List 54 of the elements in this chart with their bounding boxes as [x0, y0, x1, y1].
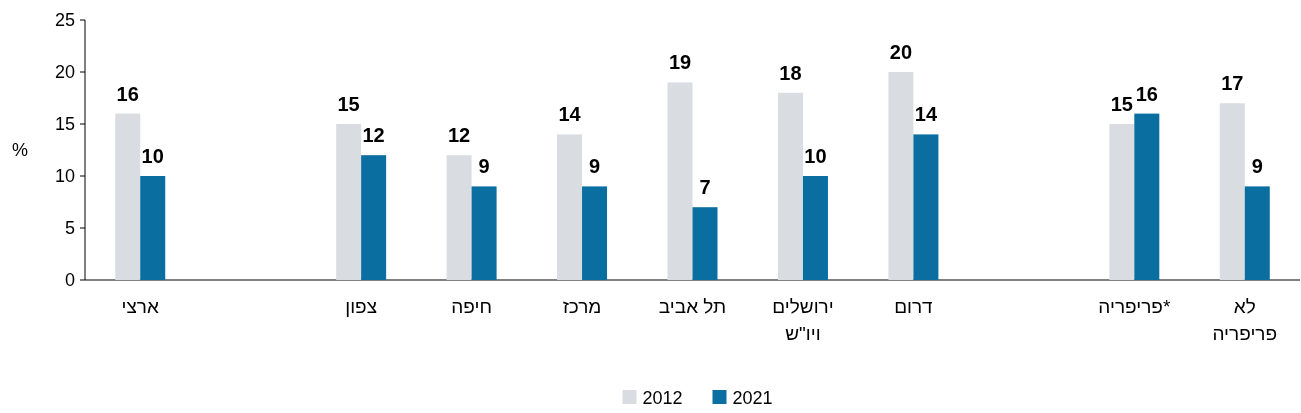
- data-label: 10: [804, 145, 827, 167]
- data-label: 12: [447, 124, 471, 147]
- data-label: 14: [914, 103, 938, 126]
- bar: [336, 124, 362, 280]
- bar: [361, 155, 387, 280]
- data-label: 18: [779, 61, 802, 84]
- bar: [777, 92, 803, 280]
- bar: [140, 176, 166, 280]
- data-label: 16: [1135, 82, 1158, 105]
- y-tick-label: 25: [54, 10, 75, 30]
- x-tick-label: דרום: [894, 296, 934, 317]
- x-tick-label: צפון: [345, 296, 378, 317]
- x-tick-label: מרכז: [562, 296, 602, 317]
- bar: [888, 72, 914, 280]
- bar: [471, 186, 497, 280]
- bar: [557, 134, 583, 280]
- data-label: 12: [362, 124, 385, 147]
- data-label: 19: [668, 51, 692, 74]
- data-label: 15: [1110, 93, 1133, 115]
- y-tick-label: 15: [54, 114, 75, 134]
- data-label: 20: [889, 41, 913, 63]
- bar: [1134, 113, 1160, 280]
- bar: [692, 207, 718, 280]
- y-tick-label: 10: [54, 166, 75, 186]
- data-label: 7: [699, 176, 711, 199]
- data-label: 9: [478, 155, 490, 178]
- x-tick-label: חיפה: [451, 296, 492, 317]
- bar: [667, 82, 693, 280]
- x-tick-label: פריפריה*: [1098, 296, 1171, 317]
- y-tick-label: 5: [64, 218, 75, 238]
- data-label: 17: [1221, 72, 1244, 95]
- data-label: 15: [337, 93, 360, 115]
- bar: [115, 113, 141, 280]
- x-tick-label: תל אביב: [658, 296, 727, 317]
- data-label: 9: [1251, 155, 1263, 178]
- bar: [446, 155, 472, 280]
- data-label: 16: [116, 82, 139, 105]
- x-tick-label: לא פריפריה: [1212, 296, 1278, 344]
- x-tick-label: ירושלים ויו"ש: [772, 296, 834, 344]
- legend-label: 2012: [642, 388, 683, 408]
- data-label: 9: [588, 155, 601, 178]
- y-tick-label: 20: [54, 62, 75, 82]
- legend-label: 2021: [732, 388, 773, 408]
- y-tick-label: 0: [64, 270, 75, 290]
- bar: [913, 134, 939, 280]
- data-label: 10: [141, 145, 164, 167]
- bar: [1219, 103, 1245, 280]
- data-label: 14: [558, 103, 582, 126]
- bar: [802, 176, 828, 280]
- bar: [582, 186, 608, 280]
- x-tick-label: ארצי: [121, 296, 159, 317]
- bar: [1109, 124, 1135, 280]
- y-axis-title: %: [11, 140, 29, 160]
- bar: [1244, 186, 1270, 280]
